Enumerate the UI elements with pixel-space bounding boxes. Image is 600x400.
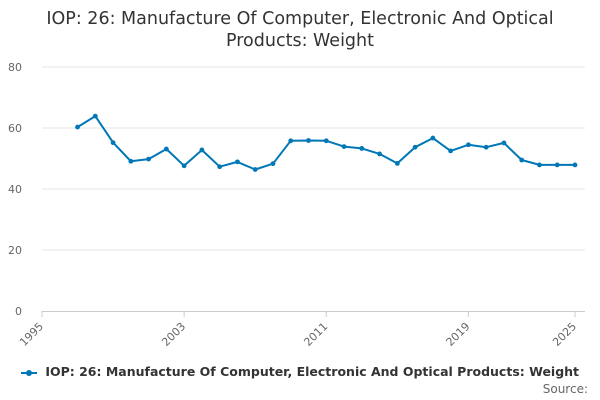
data-point-2000 bbox=[128, 158, 134, 164]
y-tick-label-0: 0 bbox=[15, 305, 22, 318]
data-point-2021 bbox=[501, 140, 507, 146]
data-point-2002 bbox=[163, 146, 169, 152]
legend-line-marker-icon bbox=[20, 368, 37, 378]
data-point-2014 bbox=[377, 151, 382, 157]
x-tick-label-2011: 2011 bbox=[301, 320, 330, 349]
data-point-2017 bbox=[430, 135, 436, 141]
data-point-2024 bbox=[554, 162, 560, 168]
data-point-2025 bbox=[572, 162, 578, 168]
y-tick-label-80: 80 bbox=[8, 61, 22, 74]
x-tick-label-2025: 2025 bbox=[550, 320, 579, 349]
x-tick-label-2019: 2019 bbox=[444, 320, 473, 349]
y-tick-label-60: 60 bbox=[8, 122, 22, 135]
data-point-2016 bbox=[412, 144, 418, 150]
data-point-2006 bbox=[235, 159, 240, 165]
data-point-2008 bbox=[270, 161, 276, 167]
legend-label: IOP: 26: Manufacture Of Computer, Electr… bbox=[45, 364, 580, 379]
data-point-2015 bbox=[394, 160, 400, 166]
data-point-1997 bbox=[75, 124, 80, 130]
data-point-2001 bbox=[146, 156, 152, 162]
x-tick-label-2003: 2003 bbox=[159, 320, 188, 349]
data-point-2020 bbox=[483, 144, 489, 150]
data-point-2022 bbox=[519, 157, 525, 163]
data-point-2011 bbox=[323, 138, 329, 144]
data-point-2003 bbox=[181, 163, 187, 169]
data-point-1998 bbox=[92, 113, 98, 119]
legend[interactable]: IOP: 26: Manufacture Of Computer, Electr… bbox=[0, 364, 600, 379]
y-tick-label-20: 20 bbox=[8, 244, 22, 257]
data-point-2005 bbox=[217, 164, 223, 170]
data-point-2018 bbox=[448, 148, 454, 154]
data-point-2012 bbox=[341, 144, 347, 150]
data-point-2013 bbox=[359, 146, 365, 151]
data-point-1999 bbox=[110, 140, 116, 146]
data-point-2010 bbox=[306, 138, 311, 143]
chart-title: IOP: 26: Manufacture Of Computer, Electr… bbox=[0, 8, 600, 52]
x-tick-label-1995: 1995 bbox=[17, 320, 46, 349]
data-point-2004 bbox=[199, 147, 205, 153]
data-point-2009 bbox=[288, 138, 294, 144]
source-label: Source: bbox=[542, 382, 588, 396]
data-point-2019 bbox=[466, 142, 471, 148]
y-tick-label-40: 40 bbox=[8, 183, 22, 196]
data-point-2023 bbox=[537, 162, 542, 168]
chart-title-line-1: IOP: 26: Manufacture Of Computer, Electr… bbox=[46, 9, 554, 29]
data-point-2007 bbox=[252, 167, 258, 172]
chart-title-line-2: Products: Weight bbox=[226, 31, 374, 51]
